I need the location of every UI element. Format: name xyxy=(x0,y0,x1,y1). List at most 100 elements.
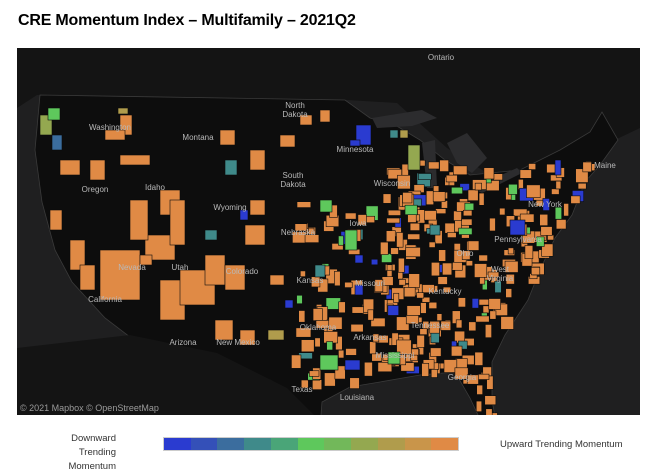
metro-region xyxy=(563,203,569,217)
metro-region xyxy=(493,303,508,316)
metro-region xyxy=(402,192,413,204)
state-label: Arkansas xyxy=(353,333,386,342)
metro-region xyxy=(214,319,234,341)
metro-region xyxy=(421,363,430,377)
metro-region xyxy=(499,207,506,216)
metro-region xyxy=(300,339,315,353)
legend-swatch xyxy=(190,438,218,450)
legend-swatch xyxy=(324,438,352,450)
metro-region xyxy=(471,298,479,309)
metro-region xyxy=(269,274,285,286)
metro-region xyxy=(119,154,151,166)
metro-region xyxy=(169,199,186,246)
metro-region xyxy=(467,240,480,251)
metro-region xyxy=(416,292,425,299)
metro-region xyxy=(504,260,519,273)
metro-region xyxy=(319,354,339,371)
state-label: Montana xyxy=(182,133,214,142)
metro-region xyxy=(309,370,320,377)
metro-region xyxy=(354,254,364,264)
metro-region xyxy=(372,333,380,343)
metro-region xyxy=(555,180,562,190)
metro-region xyxy=(468,321,477,332)
metro-region xyxy=(334,270,341,287)
metro-region xyxy=(541,243,554,257)
metro-region xyxy=(396,232,404,248)
metro-region xyxy=(431,262,440,277)
metro-region xyxy=(451,261,463,271)
state-label: Nevada xyxy=(118,263,146,272)
metro-region xyxy=(575,168,589,183)
metro-region xyxy=(344,281,353,288)
mexico-landmass xyxy=(17,335,347,415)
metro-region xyxy=(386,217,401,224)
metro-region xyxy=(391,332,399,346)
metro-region xyxy=(377,361,393,373)
metro-region xyxy=(493,173,503,181)
metro-region xyxy=(461,250,471,260)
state-label: Kansas xyxy=(297,276,324,285)
map-attribution[interactable]: © 2021 Mapbox © OpenStreetMap xyxy=(20,403,159,413)
legend-swatch xyxy=(270,438,298,450)
metro-region xyxy=(500,316,514,330)
metro-region xyxy=(442,262,453,276)
metro-region xyxy=(475,315,490,323)
state-label: Oklahoma xyxy=(300,323,337,332)
metro-region xyxy=(439,159,449,172)
metro-region xyxy=(430,347,442,357)
metro-region xyxy=(59,159,81,176)
metro-region xyxy=(338,235,344,246)
legend-high-label: Upward Trending Momentum xyxy=(500,439,623,450)
metro-region xyxy=(344,229,358,251)
metro-region xyxy=(382,193,392,204)
metro-region xyxy=(300,270,306,277)
metro-region xyxy=(466,374,479,385)
metro-region xyxy=(79,264,96,291)
metro-region xyxy=(349,139,361,147)
metro-region xyxy=(555,219,567,230)
metro-region xyxy=(505,273,515,285)
metro-region xyxy=(357,214,367,226)
metro-region xyxy=(405,247,421,258)
metro-region xyxy=(296,294,303,305)
metro-region xyxy=(443,359,458,373)
state-label: Minnesota xyxy=(337,145,374,154)
metro-region xyxy=(435,208,447,214)
metro-region xyxy=(489,310,497,320)
metro-region xyxy=(462,209,473,217)
metro-region xyxy=(47,107,61,121)
choropleth-map[interactable]: Ontario North Dakota Minnesota Montana Washin… xyxy=(17,48,640,415)
metro-region xyxy=(454,367,469,380)
metro-region xyxy=(519,169,532,179)
metro-region xyxy=(294,223,308,232)
state-label: California xyxy=(88,295,122,304)
metro-region xyxy=(99,249,141,301)
state-label: Nebraska xyxy=(281,228,316,237)
metro-region xyxy=(489,412,498,415)
metro-region xyxy=(312,379,323,390)
metro-region xyxy=(344,212,357,220)
metro-region xyxy=(381,253,393,263)
map-canvas[interactable]: Ontario North Dakota Minnesota Montana Washin… xyxy=(17,48,640,415)
state-label: New Mexico xyxy=(216,338,260,347)
state-label: Louisiana xyxy=(340,393,375,402)
metro-region xyxy=(295,327,312,338)
metro-region xyxy=(387,351,401,365)
metro-region xyxy=(547,234,555,241)
metro-region xyxy=(249,149,266,171)
metro-region xyxy=(542,198,550,211)
legend-swatch xyxy=(377,438,405,450)
metro-region xyxy=(219,129,236,146)
metro-region xyxy=(350,323,364,333)
metro-region xyxy=(267,329,285,341)
metro-region xyxy=(418,173,432,180)
lake-superior xyxy=(372,110,437,128)
metro-region xyxy=(440,320,452,331)
state-label: Wyoming xyxy=(213,203,246,212)
metro-region xyxy=(314,337,321,348)
metro-region xyxy=(475,400,483,412)
metro-region xyxy=(371,352,383,362)
metro-region xyxy=(478,298,491,306)
metro-region xyxy=(351,306,364,314)
metro-region xyxy=(464,202,475,211)
